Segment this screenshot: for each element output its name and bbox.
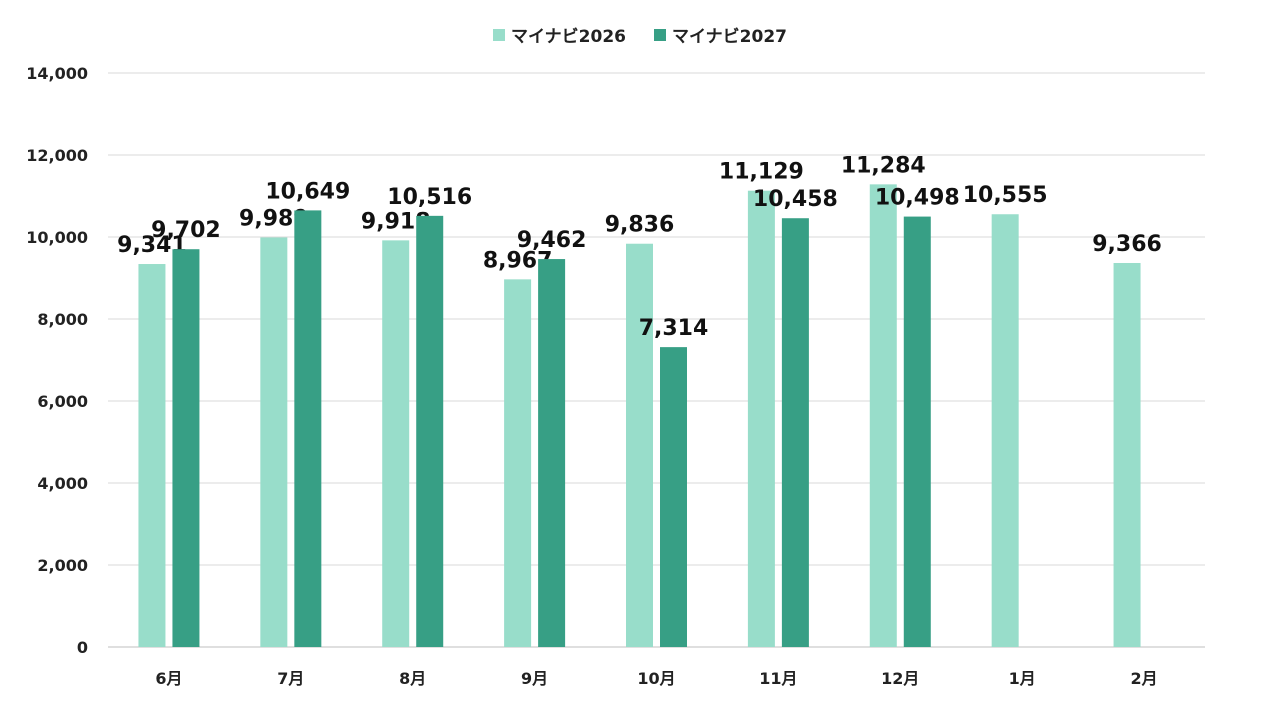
data-label: 10,516 — [387, 185, 472, 210]
bar — [1113, 262, 1141, 647]
bar — [260, 237, 288, 648]
data-label: 9,702 — [151, 218, 221, 243]
bar — [991, 214, 1019, 647]
y-tick-label: 6,000 — [37, 392, 88, 411]
legend: マイナビ2026 マイナビ2027 — [0, 22, 1280, 47]
y-tick-label: 0 — [77, 638, 88, 657]
y-tick-label: 10,000 — [26, 228, 88, 247]
data-label: 10,458 — [753, 187, 838, 212]
legend-swatch-2027 — [654, 28, 666, 41]
data-label: 7,314 — [639, 316, 709, 341]
bar — [626, 243, 653, 647]
bar — [382, 240, 410, 647]
bar — [172, 249, 200, 647]
y-tick-label: 14,000 — [26, 64, 88, 83]
data-label: 10,498 — [875, 186, 960, 211]
bar — [504, 279, 532, 647]
bar — [869, 184, 897, 647]
bar — [538, 259, 566, 647]
x-tick-label: 7月 — [277, 669, 304, 688]
legend-label-2027: マイナビ2027 — [672, 27, 787, 47]
x-tick-label: 2月 — [1130, 669, 1157, 688]
bar — [781, 218, 809, 648]
bar — [903, 216, 931, 647]
legend-item-2027: マイナビ2027 — [654, 22, 787, 47]
data-label: 11,129 — [719, 160, 804, 185]
data-label: 11,284 — [841, 153, 926, 178]
x-tick-label: 8月 — [399, 669, 426, 688]
bar — [747, 190, 775, 647]
x-tick-label: 10月 — [637, 669, 675, 688]
y-tick-label: 2,000 — [37, 556, 88, 575]
data-label: 9,836 — [605, 213, 675, 238]
x-tick-label: 12月 — [881, 669, 919, 688]
x-tick-label: 6月 — [155, 669, 182, 688]
data-label: 10,555 — [963, 183, 1048, 208]
legend-label-2026: マイナビ2026 — [511, 27, 626, 47]
data-label: 9,462 — [517, 228, 587, 253]
x-tick-label: 9月 — [521, 669, 548, 688]
y-tick-label: 4,000 — [37, 474, 88, 493]
bar — [138, 264, 166, 647]
legend-swatch-2026 — [493, 28, 506, 41]
y-tick-label: 12,000 — [26, 146, 88, 165]
x-tick-label: 1月 — [1009, 669, 1036, 688]
bar — [660, 347, 687, 647]
data-label: 9,366 — [1092, 232, 1162, 257]
data-label: 10,649 — [265, 179, 350, 204]
legend-item-2026: マイナビ2026 — [493, 22, 626, 47]
bar — [416, 215, 444, 647]
x-tick-label: 11月 — [759, 669, 797, 688]
y-tick-label: 8,000 — [37, 310, 88, 329]
bar — [294, 210, 322, 648]
